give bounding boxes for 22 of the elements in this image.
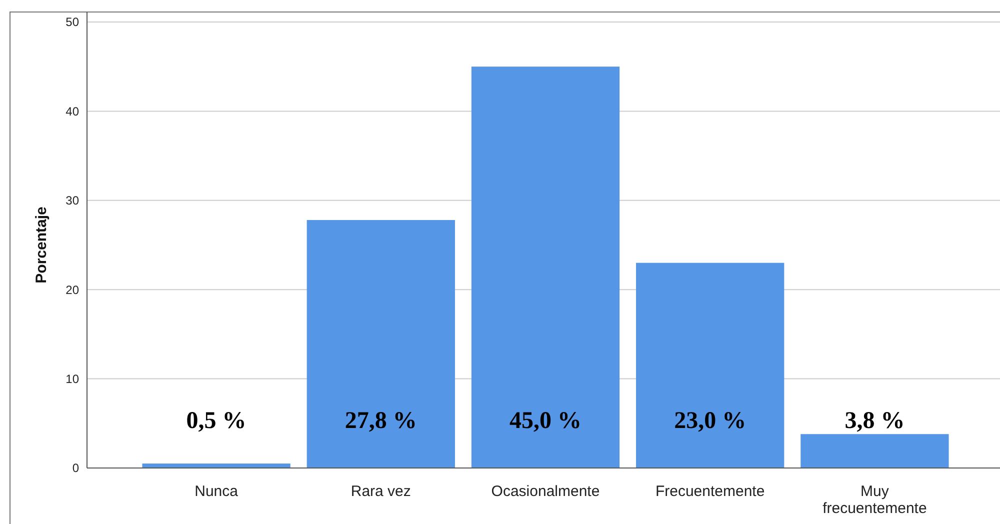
- bar: [306, 220, 455, 468]
- y-tick-label: 40: [66, 104, 80, 118]
- y-tick-label: 30: [66, 194, 80, 208]
- data-label: 3,8 %: [844, 408, 905, 434]
- y-tick-label: 10: [66, 372, 80, 386]
- y-tick-label: 50: [66, 15, 80, 30]
- data-label: 0,5 %: [186, 408, 246, 434]
- bar: [471, 66, 620, 468]
- y-tick-label: 0: [72, 461, 80, 476]
- data-label: 27,8 %: [344, 408, 417, 434]
- y-axis-title: Porcentaje: [33, 206, 50, 284]
- data-label: 45,0 %: [510, 408, 582, 434]
- x-tick-label: Nunca: [194, 483, 239, 500]
- bar: [142, 464, 290, 468]
- data-label: 23,0 %: [674, 408, 746, 434]
- x-tick-label: Muy frecuentemente: [822, 483, 927, 517]
- bar: [636, 262, 784, 468]
- y-tick-label: 20: [66, 282, 80, 297]
- x-tick-label: Rara vez: [350, 483, 411, 500]
- bar: [800, 434, 949, 468]
- x-tick-label: Frecuentemente: [655, 483, 765, 500]
- x-tick-label: Ocasionalmente: [491, 483, 600, 500]
